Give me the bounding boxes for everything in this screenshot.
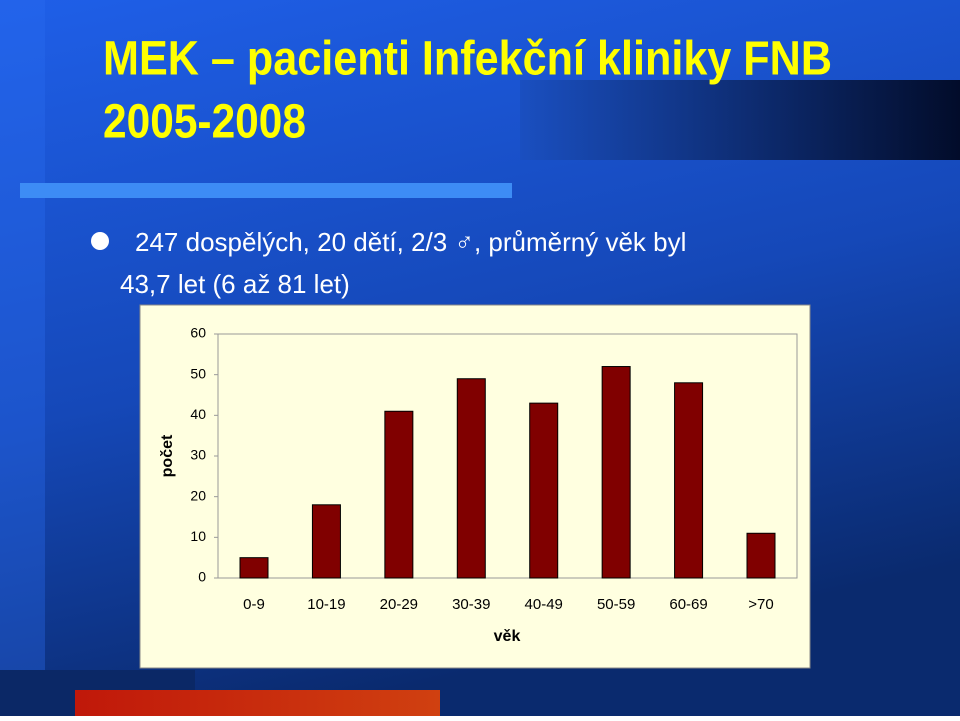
x-tick-label: 60-69 bbox=[669, 596, 707, 613]
slide-title: MEK – pacienti Infekční kliniky FNB bbox=[103, 33, 832, 86]
x-axis-label: věk bbox=[494, 628, 521, 645]
x-tick-label: >70 bbox=[748, 596, 773, 613]
y-tick-label: 40 bbox=[190, 406, 206, 422]
y-tick-label: 20 bbox=[190, 487, 206, 503]
bullet-text: 247 dospělých, 20 dětí, 2/3 ♂, průměrný … bbox=[135, 227, 686, 257]
x-tick-label: 50-59 bbox=[597, 596, 635, 613]
x-tick-label: 10-19 bbox=[307, 596, 345, 613]
bullet-text: 43,7 let (6 až 81 let) bbox=[120, 269, 350, 299]
x-tick-label: 30-39 bbox=[452, 596, 490, 613]
bar bbox=[529, 402, 559, 579]
bar bbox=[311, 504, 341, 579]
y-tick-label: 50 bbox=[190, 365, 206, 381]
bar bbox=[239, 557, 269, 579]
bar bbox=[601, 366, 631, 579]
slide-title: 2005-2008 bbox=[103, 96, 306, 149]
bar bbox=[674, 382, 704, 579]
x-tick-label: 0-9 bbox=[243, 596, 265, 613]
bar bbox=[384, 410, 414, 579]
x-tick-label: 40-49 bbox=[525, 596, 563, 613]
decor-red-bar bbox=[75, 690, 440, 716]
bar bbox=[746, 532, 776, 579]
decor-light-bar bbox=[20, 183, 512, 198]
y-axis-label: počet bbox=[159, 434, 176, 477]
x-tick-label: 20-29 bbox=[380, 596, 418, 613]
decor-strip bbox=[0, 0, 45, 716]
bullet-dot bbox=[91, 232, 109, 250]
y-tick-label: 0 bbox=[198, 569, 206, 585]
y-tick-label: 30 bbox=[190, 447, 206, 463]
bar bbox=[456, 378, 486, 579]
decor-dark-bar bbox=[520, 80, 960, 160]
y-tick-label: 60 bbox=[190, 325, 206, 341]
y-tick-label: 10 bbox=[190, 528, 206, 544]
